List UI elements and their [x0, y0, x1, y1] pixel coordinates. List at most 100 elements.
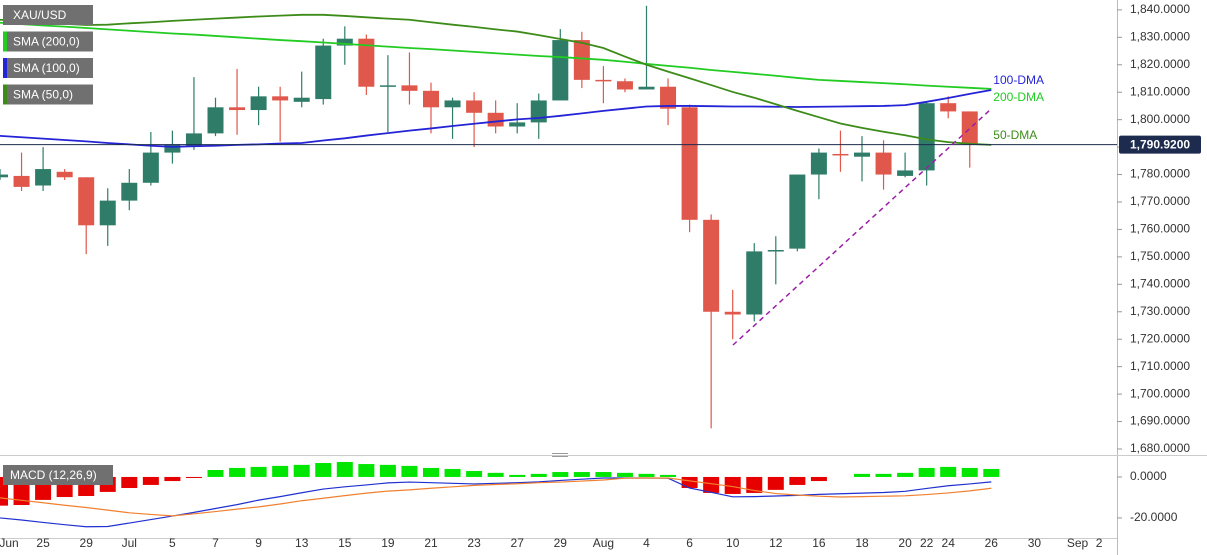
candle-body: [940, 103, 957, 112]
candle-body: [573, 40, 590, 80]
histogram-bar: [272, 465, 289, 477]
candle-body: [336, 38, 353, 46]
candle-body: [660, 86, 677, 109]
last-price-label: 1,790.9200: [1130, 138, 1190, 152]
candle-body: [789, 174, 806, 249]
histogram-bar: [703, 476, 720, 493]
candle-body: [56, 171, 73, 178]
candle-body: [509, 122, 526, 127]
ma-label: 200-DMA: [993, 90, 1044, 104]
legend-box[interactable]: [3, 465, 113, 485]
legend-label: SMA (100,0): [13, 61, 80, 75]
candle-body: [466, 100, 483, 113]
histogram-bar: [552, 472, 569, 477]
x-tick-label: 20: [898, 536, 912, 550]
candle-body: [444, 100, 461, 108]
histogram-bar: [918, 467, 935, 477]
x-tick-label: 22: [920, 536, 934, 550]
histogram-bar: [487, 472, 504, 477]
candle-body: [229, 107, 246, 111]
x-tick-label: 13: [295, 536, 309, 550]
ma-label: 50-DMA: [993, 128, 1037, 142]
histogram-bar: [810, 476, 827, 482]
y-tick-label: 1,720.0000: [1130, 331, 1190, 345]
histogram-bar: [185, 476, 202, 478]
histogram-bar: [379, 464, 396, 477]
histogram-bar: [229, 467, 246, 477]
x-tick-label: Jun: [0, 536, 19, 550]
histogram-bar: [0, 476, 8, 506]
candle-body: [487, 112, 504, 127]
candle-body: [681, 107, 698, 220]
candle-body: [78, 177, 95, 226]
y-tick-label: 1,710.0000: [1130, 359, 1190, 373]
histogram-bar: [961, 467, 978, 477]
histogram-bar: [164, 476, 181, 482]
x-tick-label: 30: [1028, 536, 1042, 550]
candle-body: [293, 97, 310, 102]
candle-body: [207, 107, 224, 134]
candle-body: [358, 38, 375, 87]
histogram-bar: [660, 474, 677, 477]
histogram-bar: [767, 476, 784, 490]
legend-box[interactable]: [3, 84, 93, 105]
x-tick-label: 4: [643, 536, 650, 550]
moving-average: [0, 13, 992, 146]
histogram-bar: [983, 468, 1000, 477]
legend-box[interactable]: [3, 31, 93, 52]
candle-body: [121, 182, 138, 201]
macd-line: [0, 477, 992, 517]
x-tick-label: 26: [985, 536, 999, 550]
y-tick-label: 1,840.0000: [1130, 2, 1190, 16]
candle-body: [854, 152, 870, 157]
legend-box[interactable]: [3, 5, 93, 25]
candle-body: [724, 311, 741, 315]
x-tick-label: 23: [467, 536, 481, 550]
candle-body: [272, 96, 289, 101]
price-panel: [0, 5, 1117, 429]
histogram-bar: [207, 469, 224, 477]
y-tick-label: 1,770.0000: [1130, 194, 1190, 208]
x-tick-label: Sep: [1067, 536, 1089, 550]
candle-body: [616, 81, 633, 90]
x-tick-label: 25: [36, 536, 50, 550]
histogram-bar: [358, 464, 375, 477]
candle-body: [832, 153, 849, 156]
candle-body: [164, 144, 181, 153]
candle-body: [315, 45, 332, 100]
x-tick-label: 24: [942, 536, 956, 550]
candle-body: [0, 174, 8, 178]
legend-label: SMA (200,0): [13, 35, 80, 49]
legend-swatch: [3, 84, 7, 105]
histogram-bar: [121, 476, 138, 489]
histogram-bar: [401, 465, 418, 477]
histogram-bar: [940, 466, 957, 477]
histogram-bar: [293, 464, 310, 477]
candle-body: [638, 86, 655, 90]
y-tick-label: 1,810.0000: [1130, 84, 1190, 98]
histogram-bar: [789, 476, 806, 485]
x-tick-label: 12: [769, 536, 783, 550]
histogram-bar: [336, 462, 353, 477]
histogram-bar: [681, 476, 698, 489]
candle-body: [552, 40, 569, 101]
divider-handle[interactable]: [552, 453, 568, 457]
candle-body: [99, 200, 116, 226]
y-tick-label: -20.0000: [1130, 510, 1178, 524]
candle-body: [961, 111, 978, 145]
x-tick-label: Aug: [593, 536, 614, 550]
candle-body: [401, 85, 418, 91]
legend-box[interactable]: [3, 58, 93, 78]
x-tick-label: 2: [1096, 536, 1103, 550]
histogram-bar: [724, 476, 741, 494]
x-tick-label: 7: [212, 536, 219, 550]
x-tick-label: Jul: [122, 536, 137, 550]
histogram-bar: [142, 476, 159, 485]
macd-line: [0, 477, 992, 528]
histogram-bar: [315, 463, 332, 477]
x-tick-label: 5: [169, 536, 176, 550]
macd-panel: [0, 462, 1000, 528]
legend-swatch: [3, 31, 7, 52]
